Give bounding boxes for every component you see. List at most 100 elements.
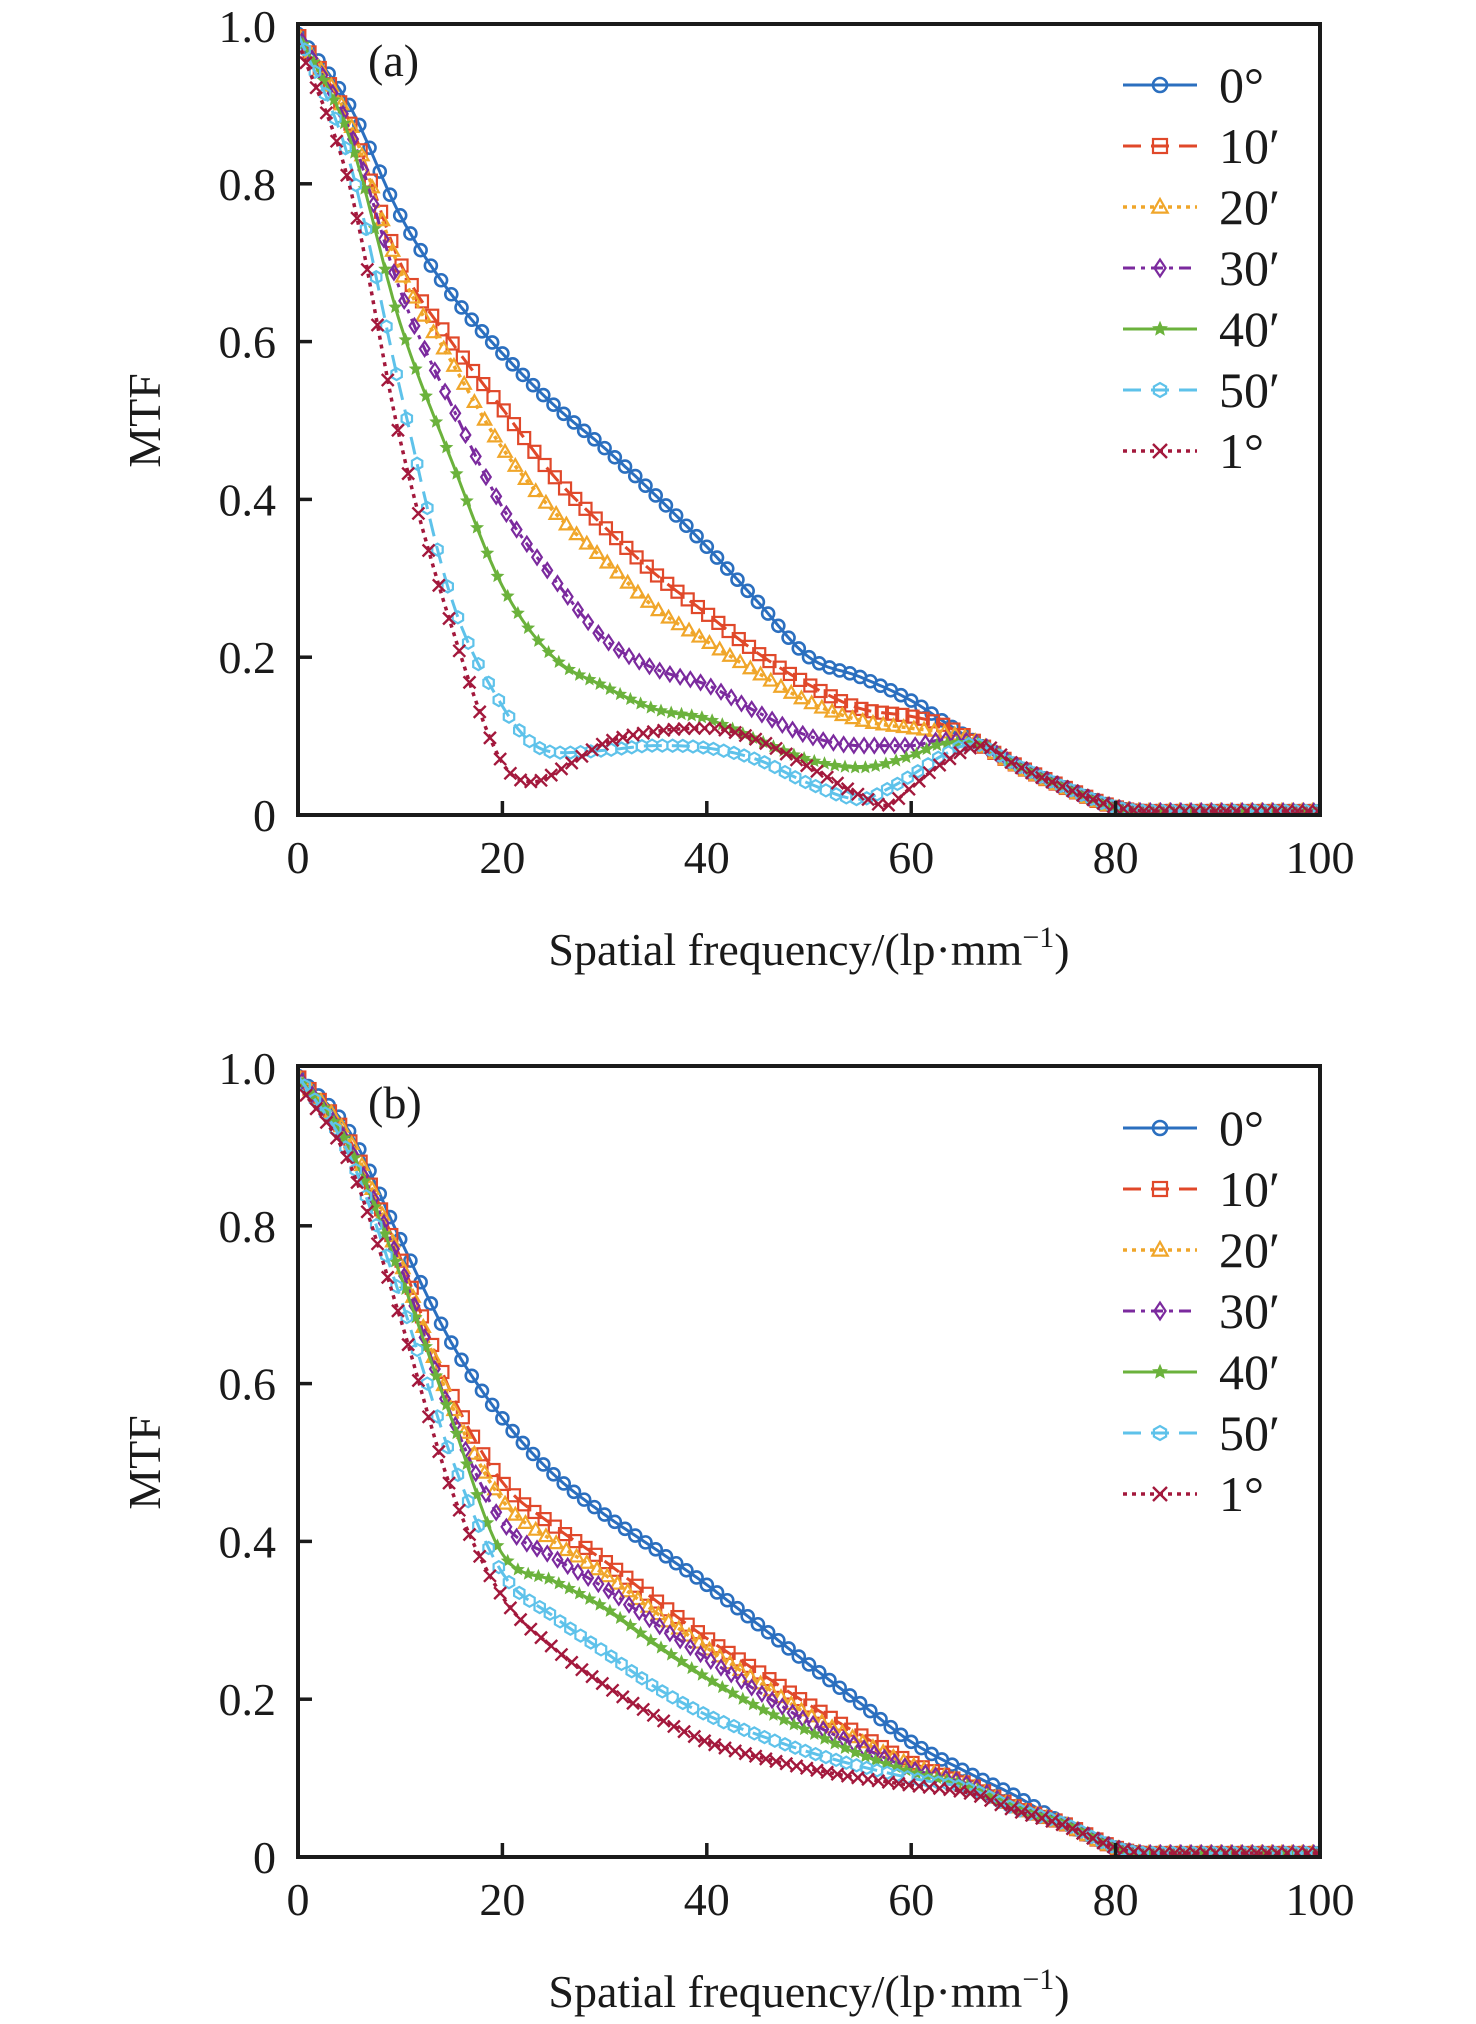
data-point-square [619,540,634,555]
data-point-hexagon [533,740,547,756]
data-point-diamond [469,1463,482,1483]
data-point-hexagon [696,740,710,755]
data-point-circle [505,1423,520,1439]
data-point-star [500,588,515,602]
data-point-square [588,511,603,526]
series-line [298,1082,1320,1855]
data-point-cross [1280,804,1294,815]
data-point-diamond [684,1637,697,1657]
legend-label: 20′ [1219,179,1280,235]
data-point-circle [617,1521,633,1537]
data-point-diamond [541,561,554,580]
data-point-cross [493,1586,508,1600]
series-line [298,41,1320,813]
data-point-star [909,746,924,760]
data-point-star [776,1712,791,1726]
data-point-diamond [592,623,605,643]
data-point-diamond [684,670,697,689]
data-point-square [629,550,644,565]
data-point-triangle [527,482,545,498]
y-tick-label: 0.8 [219,159,277,210]
data-point-cross [851,787,865,802]
data-point-triangle [741,659,759,675]
series-0 [298,1068,1320,1857]
data-point-cross [1034,770,1049,785]
data-point-star [470,520,485,534]
data-point-hexagon [717,743,731,758]
data-point-hexagon [788,770,802,785]
data-point-cross [912,774,927,788]
legend-marker [1152,320,1168,336]
data-point-star [848,760,863,774]
data-point-cross [1157,1846,1172,1857]
data-point-diamond [633,652,646,671]
legend: 0°10′20′30′40′50′1° [1123,57,1280,479]
data-point-circle [638,1535,653,1550]
data-point-hexagon [768,759,782,775]
data-point-circle [679,1562,694,1578]
data-point-cross [350,1175,364,1190]
x-tick-label: 100 [1286,1874,1355,1925]
data-point-star [602,1603,617,1617]
data-point-circle [863,1703,878,1719]
data-point-star [490,569,505,583]
data-point-cross [1045,775,1059,789]
data-point-cross [340,1150,354,1165]
data-point-triangle [823,702,841,718]
data-point-star [378,1226,393,1240]
data-point-star [827,1736,842,1750]
data-point-circle [903,693,919,708]
data-point-star [705,1673,720,1688]
data-point-hexagon [737,1722,751,1738]
x-axis-title: Spatial frequency/(lp·mm−1) [548,921,1069,975]
data-point-hexagon [788,1740,802,1755]
data-point-hexagon [461,1493,475,1509]
data-point-cross [994,1797,1008,1812]
data-point-star [480,545,495,560]
data-point-square [701,607,716,622]
data-point-triangle [649,601,667,617]
data-point-triangle [547,1534,565,1550]
data-point-cross [391,423,405,438]
data-point-cross [360,1204,375,1219]
data-point-cross [462,675,477,690]
data-point-cross [442,1476,456,1490]
data-point-cross [1239,804,1254,815]
data-point-diamond [602,633,615,652]
data-point-hexagon [758,755,771,770]
data-point-triangle [608,563,626,579]
data-point-square [609,531,624,546]
data-point-star [592,676,607,690]
x-tick-label: 20 [479,832,525,883]
data-point-cross [687,1729,702,1744]
data-point-cross [1229,804,1243,815]
data-point-circle [587,432,602,447]
data-point-cross [973,738,988,753]
data-point-circle [423,258,439,273]
data-point-star [429,1368,444,1382]
data-point-hexagon [523,1593,536,1608]
data-point-circle [576,423,592,439]
data-point-cross [932,758,947,772]
legend-marker [1152,381,1168,399]
data-point-diamond [551,574,564,593]
data-point-cross [554,762,569,776]
data-point-hexagon [819,783,833,798]
data-point-square [741,639,757,654]
data-point-triangle [506,1505,524,1521]
data-point-diamond [500,504,513,524]
data-point-cross [452,1503,467,1518]
data-point-diamond [377,230,390,249]
legend-item: 0° [1123,57,1264,113]
data-point-triangle [486,1480,504,1496]
data-point-cross [564,1655,579,1670]
data-point-cross [1004,755,1018,770]
data-point-hexagon [594,1642,608,1657]
x-tick-label: 0 [287,1874,310,1925]
data-point-star [623,1618,638,1632]
data-point-square [639,1586,654,1601]
y-tick-label: 0.2 [219,1674,277,1725]
legend-label: 50′ [1219,1405,1280,1461]
data-point-cross [544,768,559,782]
data-point-triangle [496,1494,514,1510]
